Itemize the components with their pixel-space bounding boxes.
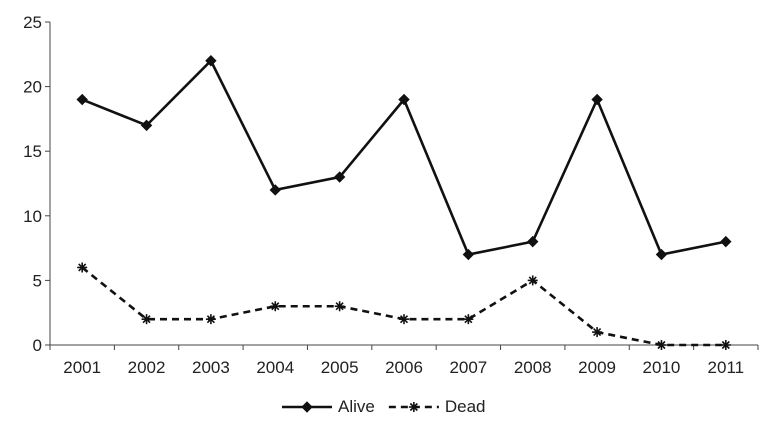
data-point-dead: [592, 327, 603, 338]
data-point-alive: [591, 93, 603, 106]
y-axis-ticks: 0 5 10 15 20 25: [23, 13, 50, 355]
y-tick-label: 5: [33, 271, 42, 290]
legend-item-dead: Dead: [388, 397, 486, 416]
x-tick-label: 2004: [256, 358, 294, 377]
legend-label-dead: Dead: [445, 397, 486, 416]
x-tick-label: 2002: [128, 358, 166, 377]
axes: [49, 22, 758, 346]
data-point-dead: [77, 262, 88, 273]
data-point-dead: [334, 301, 345, 312]
x-tick-label: 2010: [643, 358, 681, 377]
data-point-dead: [399, 314, 409, 325]
series-line-dead: [81, 266, 726, 347]
data-point-alive: [140, 119, 153, 132]
series-dead: [77, 262, 731, 350]
legend-label-alive: Alive: [338, 397, 375, 416]
data-point-alive: [333, 171, 346, 183]
series-layer: [76, 55, 732, 350]
data-point-dead: [656, 340, 667, 350]
data-point-alive: [76, 93, 88, 106]
data-point-dead: [720, 340, 731, 350]
x-tick-label: 2005: [321, 358, 359, 377]
x-tick-label: 2007: [449, 358, 487, 377]
x-tick-label: 2001: [63, 358, 101, 377]
x-tick-label: 2008: [514, 358, 552, 377]
data-point-alive: [398, 93, 410, 106]
data-point-alive: [527, 235, 539, 248]
y-tick-label: 25: [23, 13, 42, 32]
data-point-dead: [527, 275, 538, 286]
x-axis-ticks: 2001 2002 2003 2004 2005 2006 2007 2008 2009 2010…: [49, 345, 759, 377]
x-tick-label: 2009: [578, 358, 616, 377]
x-tick-label: 2003: [192, 358, 230, 377]
series-line-alive: [81, 58, 727, 257]
y-tick-label: 15: [23, 142, 42, 161]
legend: Alive Dead: [282, 397, 486, 416]
data-point-alive: [655, 248, 668, 261]
legend-marker-dead: [408, 402, 419, 412]
x-tick-label: 2011: [708, 358, 745, 377]
data-point-dead: [463, 314, 474, 325]
data-point-alive: [462, 248, 475, 261]
y-tick-label: 20: [23, 78, 42, 97]
data-point-dead: [270, 301, 281, 312]
series-alive: [76, 55, 732, 261]
x-tick-label: 2006: [385, 358, 423, 377]
y-tick-label: 0: [33, 336, 42, 355]
data-point-alive: [205, 55, 217, 67]
data-point-dead: [205, 314, 216, 325]
legend-item-alive: Alive: [282, 397, 375, 416]
data-point-alive: [720, 235, 732, 248]
data-point-alive: [269, 184, 281, 196]
y-tick-label: 10: [23, 207, 42, 226]
legend-marker-alive: [301, 401, 313, 413]
data-point-dead: [141, 314, 152, 325]
